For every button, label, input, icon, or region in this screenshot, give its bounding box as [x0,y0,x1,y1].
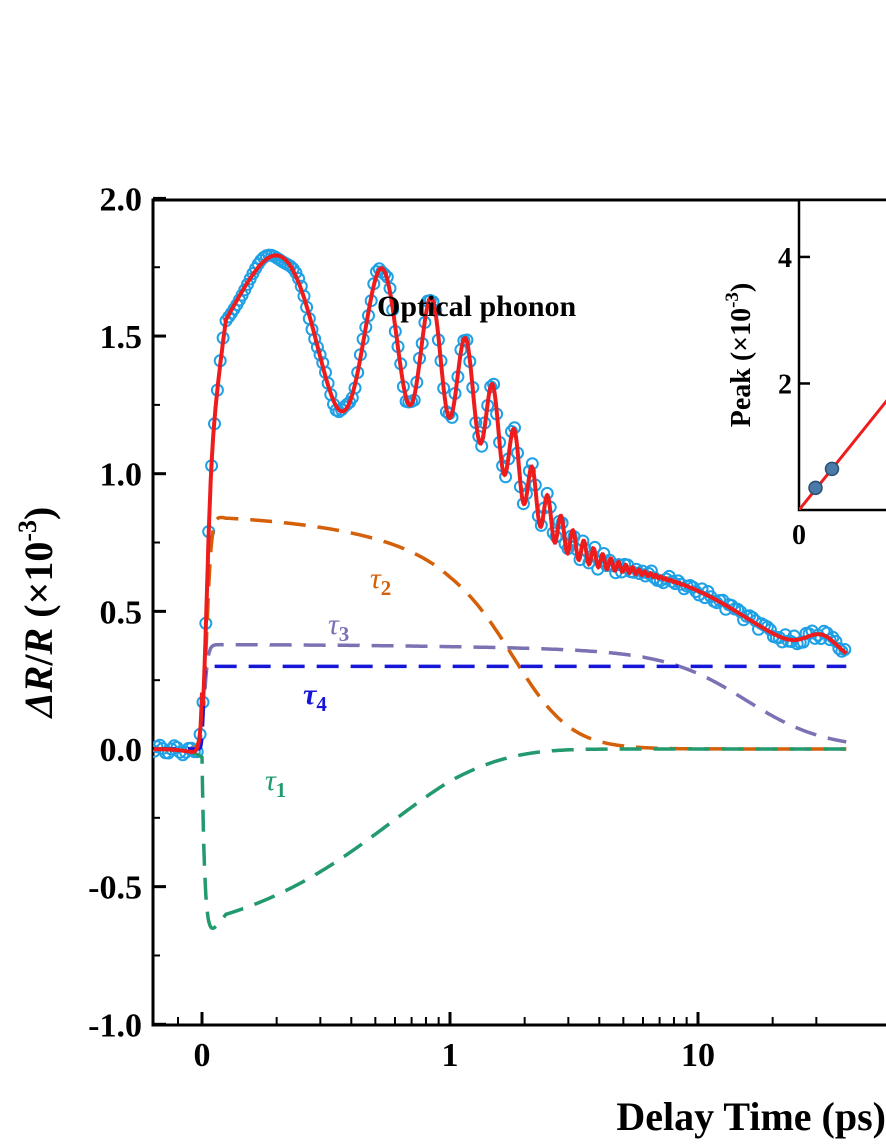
tau3-component-line [154,642,847,751]
tau4-label: τ4 [303,678,327,716]
inset-frame [797,198,886,512]
inset-data-point [808,480,823,496]
y-tick-label: 0.5 [100,594,143,631]
series-layer [153,248,852,930]
tau2-label: τ2 [370,562,391,600]
x-axis-title: Delay Time (ps) [616,1094,886,1139]
y-tick-label: 0.0 [100,732,143,769]
y-tick-label: 1.5 [100,319,143,356]
y-axis-title: ΔR/R (×10-3) [13,507,61,720]
y-tick-label: 1.0 [100,457,143,494]
x-axis-ticks: 0 1 10 [177,1012,818,1074]
x-tick-label: 1 [442,1037,459,1074]
x-tick-label: 0 [194,1037,211,1074]
tau2-component-line [154,515,847,751]
tau1-component-line [154,747,847,930]
inset-data-point [824,461,840,477]
inset-x-tick-label: 0 [792,520,806,551]
inset-plot: 2 4 0 Peak (×10-3) [722,198,886,551]
inset-y-tick-label: 4 [778,243,792,274]
inset-y-tick-label: 2 [778,369,792,400]
data-point [832,642,846,655]
tau4-component-line [154,664,847,751]
optical-phonon-annotation: Optical phonon [377,290,577,323]
y-tick-label: -1.0 [88,1007,142,1044]
inset-y-axis-title: Peak (×10-3) [722,283,757,428]
y-tick-label: -0.5 [88,870,142,907]
fit-line [154,253,848,754]
x-tick-label: 10 [681,1037,715,1074]
y-tick-label: 2.0 [100,181,143,218]
tau1-label: τ1 [265,764,286,802]
tau3-label: τ3 [328,608,349,646]
y-axis-ticks: -1.0 -0.5 0.0 0.5 1.0 1.5 2.0 [88,181,166,1044]
data-point [823,633,837,647]
